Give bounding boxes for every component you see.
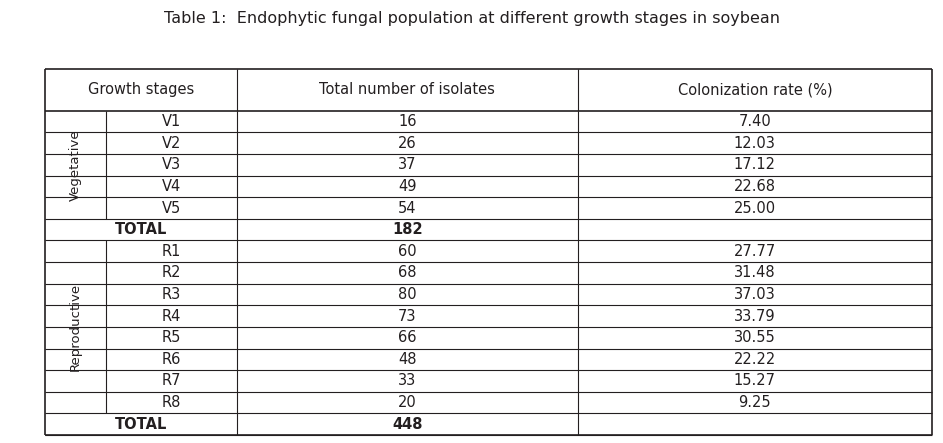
Text: 33.79: 33.79 [734, 309, 776, 324]
Text: V3: V3 [161, 157, 181, 172]
Text: TOTAL: TOTAL [115, 222, 167, 237]
Text: R1: R1 [161, 244, 181, 259]
Text: TOTAL: TOTAL [115, 417, 167, 432]
Text: 22.22: 22.22 [734, 352, 776, 367]
Text: Reproductive: Reproductive [69, 283, 82, 371]
Text: 448: 448 [392, 417, 422, 432]
Text: 9.25: 9.25 [738, 395, 771, 410]
Text: 48: 48 [398, 352, 417, 367]
Text: 30.55: 30.55 [734, 330, 776, 345]
Text: Growth stages: Growth stages [88, 82, 194, 97]
Text: 66: 66 [398, 330, 417, 345]
Text: 26: 26 [398, 136, 417, 151]
Text: R7: R7 [161, 373, 181, 389]
Text: 73: 73 [398, 309, 417, 324]
Text: 182: 182 [392, 222, 422, 237]
Text: 37.03: 37.03 [734, 287, 776, 302]
Text: 68: 68 [398, 265, 417, 280]
Text: 31.48: 31.48 [734, 265, 776, 280]
Text: Colonization rate (%): Colonization rate (%) [677, 82, 832, 97]
Text: 60: 60 [398, 244, 417, 259]
Text: V4: V4 [161, 179, 181, 194]
Text: V2: V2 [161, 136, 181, 151]
Text: 80: 80 [398, 287, 417, 302]
Text: V1: V1 [161, 114, 181, 129]
Text: 12.03: 12.03 [734, 136, 776, 151]
Text: R6: R6 [161, 352, 181, 367]
Text: 16: 16 [398, 114, 417, 129]
Text: R8: R8 [161, 395, 181, 410]
Text: 15.27: 15.27 [734, 373, 776, 389]
Text: 49: 49 [398, 179, 417, 194]
Text: 27.77: 27.77 [734, 244, 776, 259]
Text: R2: R2 [161, 265, 181, 280]
Text: 37: 37 [398, 157, 417, 172]
Text: 20: 20 [398, 395, 417, 410]
Text: R5: R5 [161, 330, 181, 345]
Text: 22.68: 22.68 [734, 179, 776, 194]
Text: Vegetative: Vegetative [69, 129, 82, 201]
Text: Total number of isolates: Total number of isolates [320, 82, 495, 97]
Text: R4: R4 [161, 309, 181, 324]
Text: V5: V5 [161, 201, 181, 216]
Text: 54: 54 [398, 201, 417, 216]
Text: Table 1:  Endophytic fungal population at different growth stages in soybean: Table 1: Endophytic fungal population at… [163, 11, 780, 26]
Text: 7.40: 7.40 [738, 114, 771, 129]
Text: 25.00: 25.00 [734, 201, 776, 216]
Text: 17.12: 17.12 [734, 157, 776, 172]
Text: R3: R3 [161, 287, 181, 302]
Text: 33: 33 [398, 373, 417, 389]
